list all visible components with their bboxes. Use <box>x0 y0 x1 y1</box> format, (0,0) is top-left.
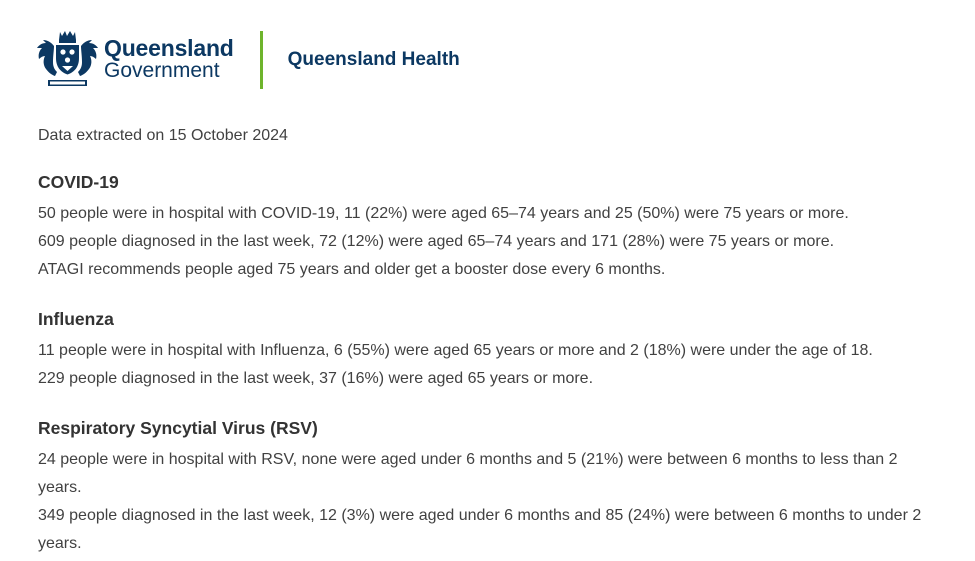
section-heading-covid19: COVID-19 <box>38 172 119 192</box>
rsv-diagnosed-stat: 349 people diagnosed in the last week, 1… <box>38 507 922 552</box>
data-extracted-date: Data extracted on 15 October 2024 <box>38 127 288 144</box>
agency-title[interactable]: Queensland Health <box>287 49 460 70</box>
section-heading-influenza: Influenza <box>38 309 114 329</box>
section-influenza: Influenza 11 people were in hospital wit… <box>38 308 941 393</box>
rsv-hospital-stat: 24 people were in hospital with RSV, non… <box>38 451 898 496</box>
main-content: Data extracted on 15 October 2024 COVID-… <box>0 125 975 558</box>
influenza-hospital-stat: 11 people were in hospital with Influenz… <box>38 342 873 359</box>
site-header: Queensland Government Queensland Health <box>0 0 975 92</box>
logo-divider <box>259 31 263 89</box>
section-heading-rsv: Respiratory Syncytial Virus (RSV) <box>38 418 318 438</box>
qld-gov-logo[interactable]: Queensland Government <box>36 28 234 92</box>
section-rsv: Respiratory Syncytial Virus (RSV) 24 peo… <box>38 417 941 558</box>
logo-line-government: Government <box>104 59 220 83</box>
covid19-diagnosed-stat: 609 people diagnosed in the last week, 7… <box>38 233 835 250</box>
section-covid19: COVID-19 50 people were in hospital with… <box>38 171 941 284</box>
logo-line-queensland: Queensland <box>104 35 234 62</box>
covid19-hospital-stat: 50 people were in hospital with COVID-19… <box>38 205 849 222</box>
qld-gov-logo-text: Queensland Government <box>104 37 234 82</box>
influenza-diagnosed-stat: 229 people diagnosed in the last week, 3… <box>38 370 594 387</box>
covid19-atagi-advice: ATAGI recommends people aged 75 years an… <box>38 261 666 278</box>
qld-coat-of-arms-icon <box>36 28 98 92</box>
